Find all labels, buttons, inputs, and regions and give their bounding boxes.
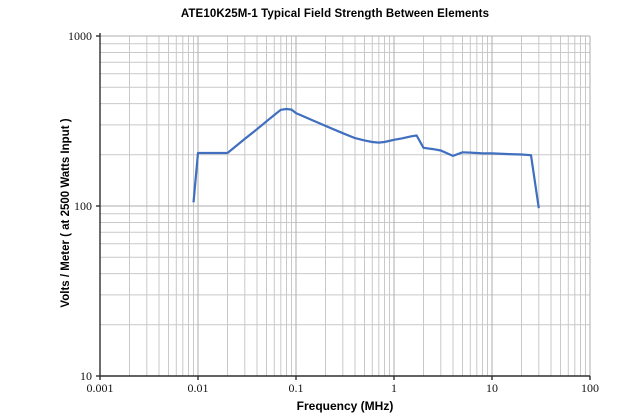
x-tick-label: 0.001 — [86, 381, 114, 395]
line-series — [192, 107, 540, 209]
x-tick-label: 0.01 — [187, 381, 209, 395]
y-tick-label: 1000 — [68, 29, 92, 43]
y-tick-label: 100 — [74, 199, 92, 213]
x-tick-label: 10 — [486, 381, 498, 395]
y-axis-title: Volts / Meter ( at 2500 Watts Input ) — [60, 118, 72, 308]
x-tick-label: 0.1 — [288, 381, 304, 395]
x-axis-title: Frequency (MHz) — [296, 399, 394, 413]
x-tick-label: 1 — [391, 381, 397, 395]
x-tick-label: 100 — [581, 381, 599, 395]
chart-title: ATE10K25M-1 Typical Field Strength Betwe… — [180, 8, 490, 20]
y-tick-label: 10 — [80, 369, 92, 383]
